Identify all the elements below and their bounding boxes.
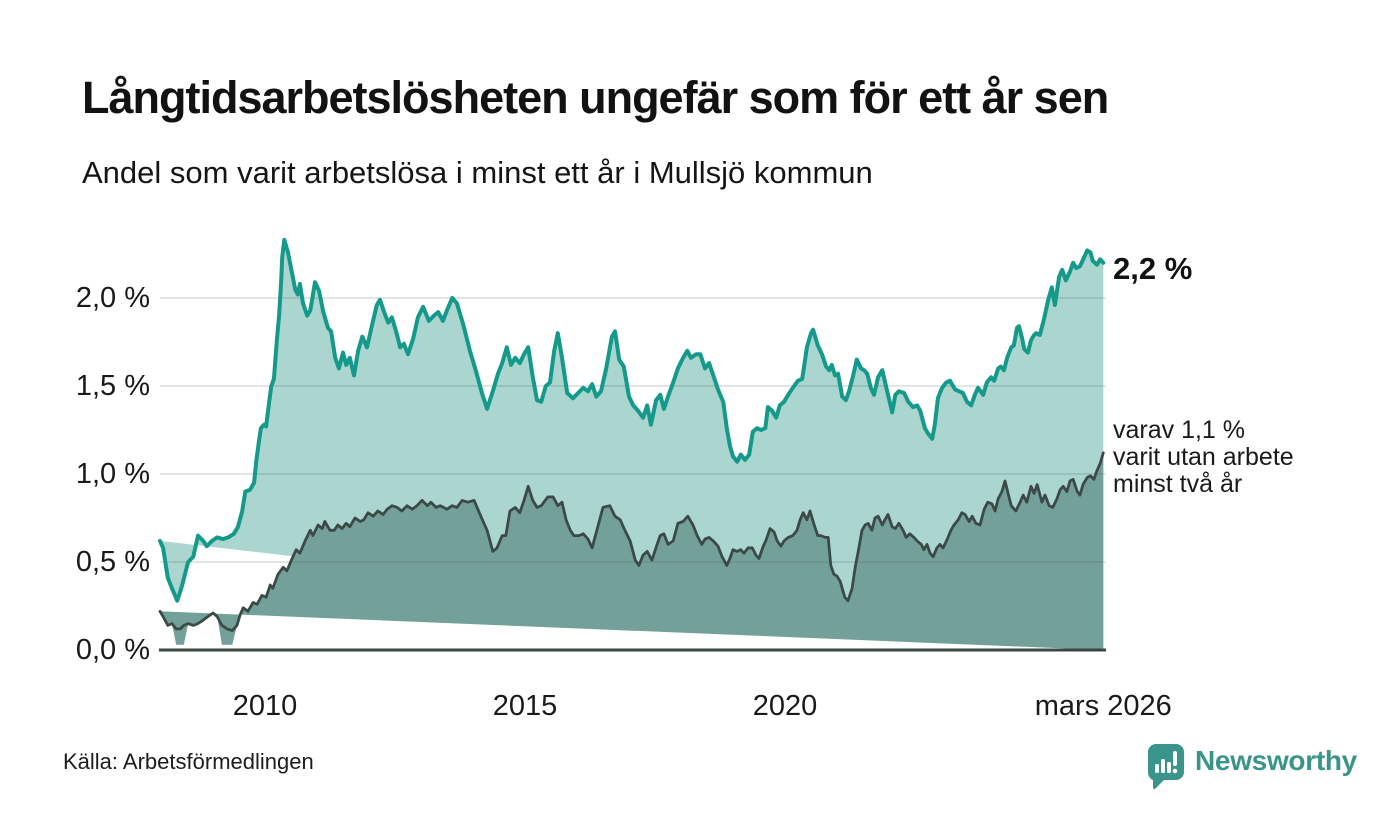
- x-axis-label: 2020: [752, 690, 818, 722]
- source-note: Källa: Arbetsförmedlingen: [63, 749, 314, 774]
- latest-value-label: 2,2 %: [1113, 251, 1193, 286]
- secondary-annotation-line: varav 1,1 %: [1113, 416, 1246, 444]
- y-axis-label: 1,0 %: [75, 458, 150, 490]
- chart-title: Långtidsarbetslösheten ungefär som för e…: [82, 72, 1109, 123]
- secondary-annotation-line: minst två år: [1113, 470, 1243, 498]
- y-axis-label: 0,5 %: [75, 546, 150, 578]
- newsworthy-logo: Newsworthy: [1146, 742, 1357, 790]
- line-total: [158, 237, 1106, 603]
- y-axis-label: 0,0 %: [75, 634, 150, 666]
- chart-subtitle: Andel som varit arbetslösa i minst ett å…: [82, 155, 873, 190]
- line-two-year: [158, 451, 1105, 632]
- y-axis-label: 2,0 %: [75, 282, 150, 314]
- exclamation-dot: [1172, 768, 1178, 774]
- exclamation-stem: [1173, 751, 1177, 766]
- x-axis-label: 2015: [492, 690, 558, 722]
- y-axis-label: 1,5 %: [75, 370, 150, 402]
- secondary-annotation-line: varit utan arbete: [1113, 443, 1294, 471]
- newsworthy-wordmark: Newsworthy: [1195, 745, 1357, 776]
- bar-1: [1155, 764, 1159, 773]
- bar-2: [1161, 759, 1165, 773]
- speech-bubble-shape: [1147, 744, 1184, 790]
- newsworthy-logo-icon: [1147, 744, 1184, 790]
- x-axis-label: 2010: [232, 690, 298, 722]
- bar-3: [1167, 762, 1171, 773]
- x-axis-label: mars 2026: [1034, 690, 1172, 722]
- secondary-value-annotation: varav 1,1 % varit utan arbete minst två år: [1113, 417, 1294, 498]
